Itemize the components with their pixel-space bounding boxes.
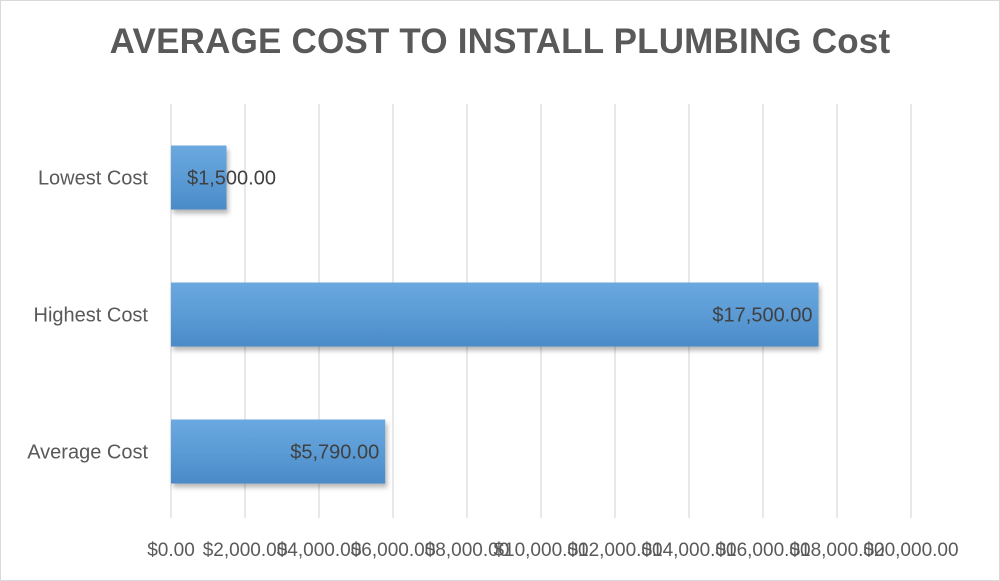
category-label: Highest Cost: [34, 305, 149, 327]
x-tick-label: $4,000.00: [277, 540, 362, 561]
x-tick-label: $18,000.00: [789, 540, 884, 561]
x-tick-label: $6,000.00: [351, 540, 436, 561]
bar-highest-cost: [171, 282, 819, 347]
x-tick-label: $8,000.00: [425, 540, 510, 561]
bars: [171, 145, 819, 484]
category-label: Average Cost: [27, 442, 148, 464]
data-label: $17,500.00: [712, 305, 812, 327]
x-tick-label: $0.00: [147, 540, 195, 561]
category-label: Lowest Cost: [38, 168, 148, 190]
bar-average-cost: [171, 419, 386, 484]
data-label: $1,500.00: [187, 168, 276, 190]
bar-lowest-cost: [171, 145, 227, 210]
x-tick-label: $2,000.00: [203, 540, 288, 561]
x-tick-label: $16,000.00: [715, 540, 810, 561]
x-tick-label: $12,000.00: [567, 540, 662, 561]
chart-title: AVERAGE COST TO INSTALL PLUMBING Cost: [109, 22, 891, 61]
x-tick-label: $10,000.00: [493, 540, 588, 561]
labels: $0.00 $2,000.00$4,000.00$6,000.00$8,000.0…: [27, 168, 958, 562]
x-tick-label: $14,000.00: [641, 540, 736, 561]
data-label: $5,790.00: [290, 442, 379, 464]
x-tick-label: $20,000.00: [863, 540, 958, 561]
